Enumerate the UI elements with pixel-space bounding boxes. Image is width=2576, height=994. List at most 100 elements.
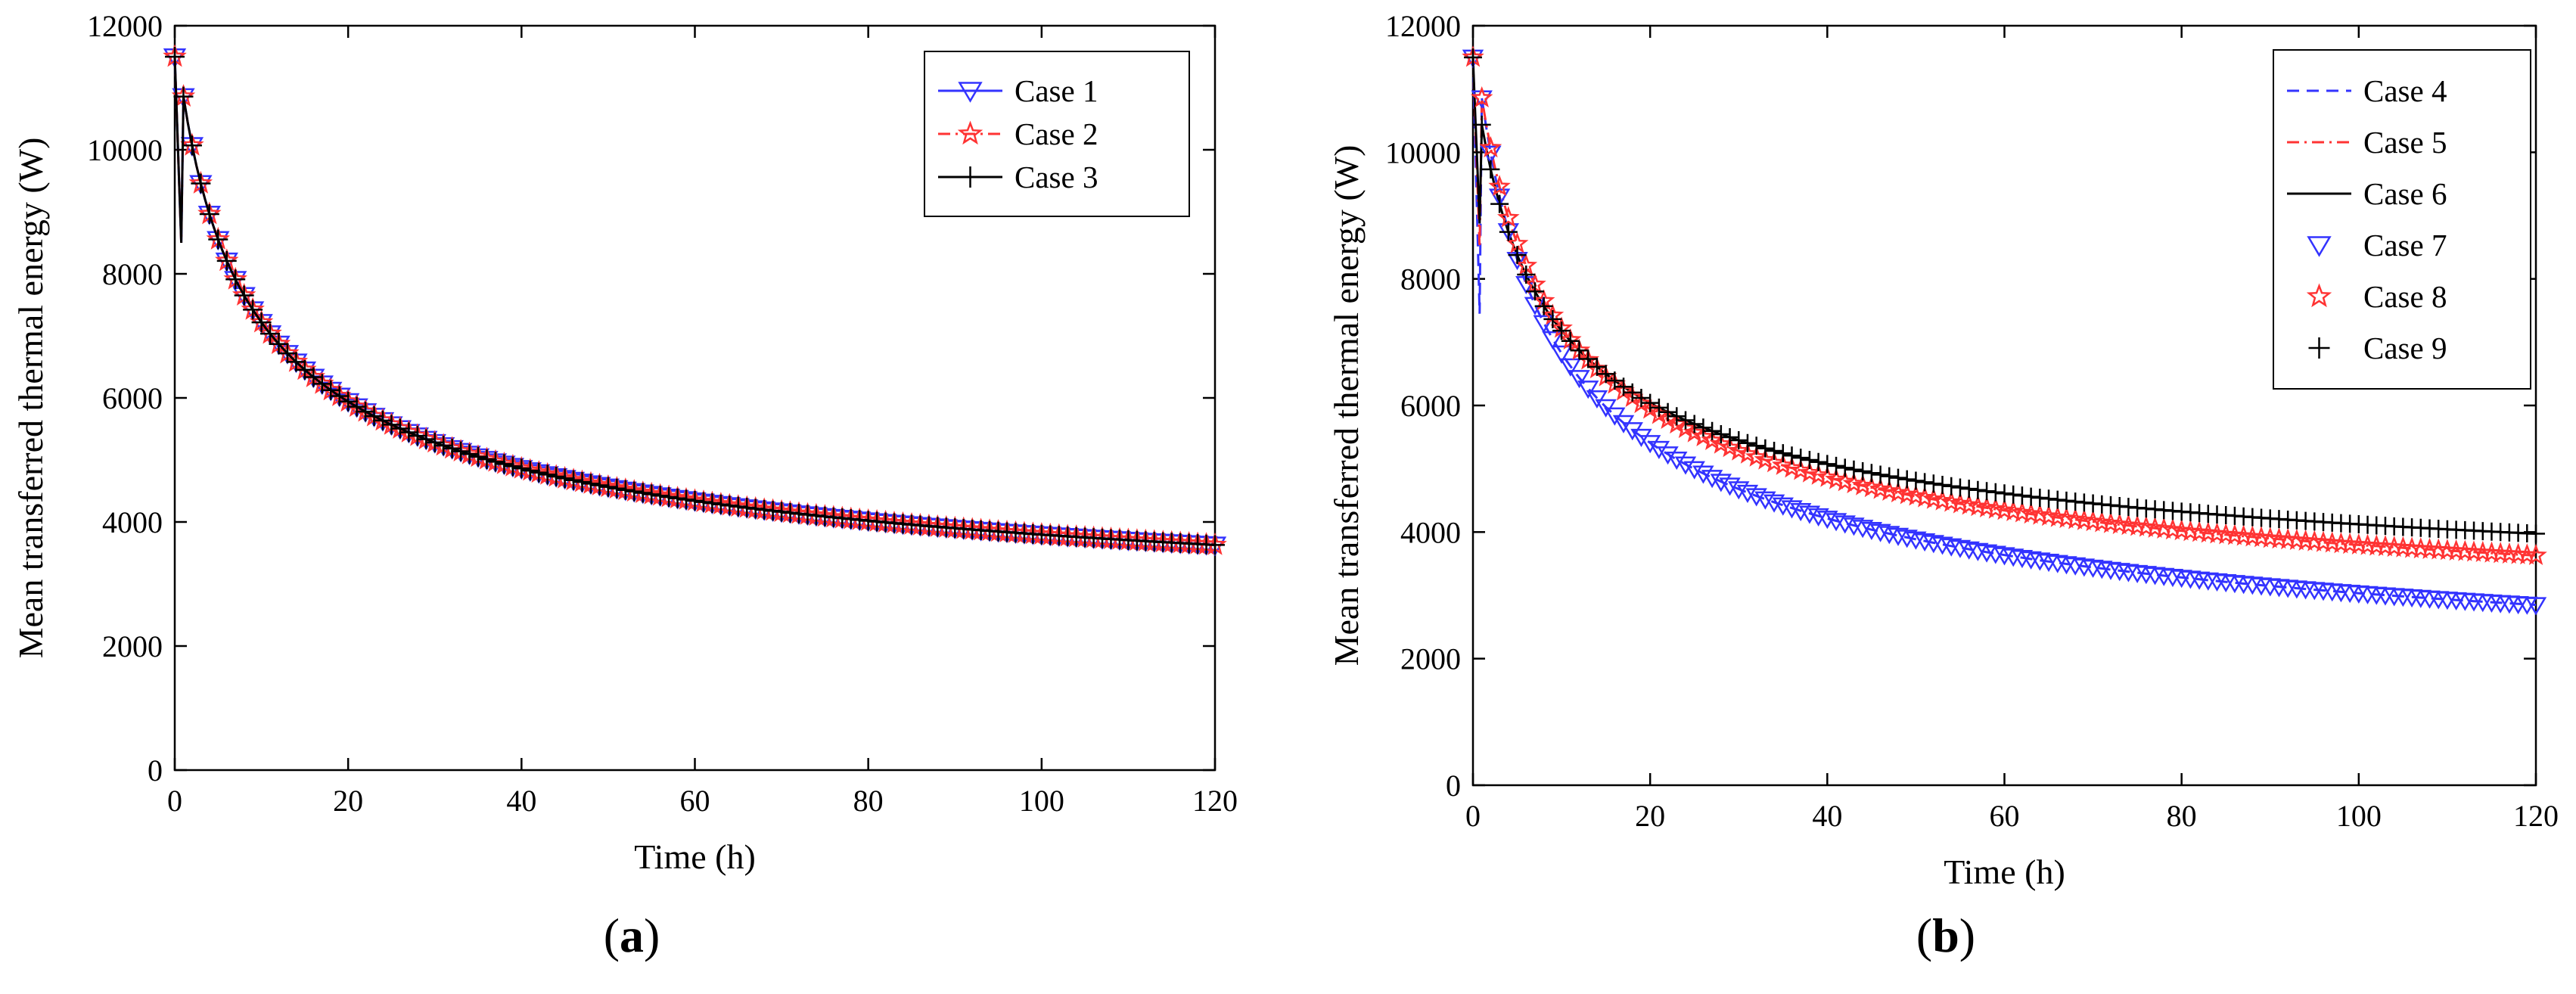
data-point — [1577, 381, 1599, 399]
data-point — [399, 422, 419, 443]
x-axis-title: Time (h) — [1944, 853, 2065, 891]
data-point — [2057, 491, 2076, 510]
data-point — [1896, 530, 1918, 548]
data-point — [1641, 393, 1660, 412]
legend-marker — [958, 82, 983, 103]
data-point — [502, 456, 523, 477]
data-point — [772, 502, 792, 522]
data-point — [373, 410, 393, 430]
data-point — [1754, 448, 1777, 470]
data-point — [2040, 489, 2059, 508]
data-point — [1657, 446, 1679, 465]
data-point — [1648, 440, 1670, 459]
data-point — [1807, 508, 1829, 527]
x-tick-label: 120 — [1192, 784, 1238, 818]
data-point — [390, 418, 410, 439]
y-tick-label: 4000 — [102, 505, 163, 539]
legend-entry-label: Case 3 — [1015, 160, 1098, 194]
data-point — [1525, 282, 1544, 301]
data-point — [589, 475, 610, 495]
data-point — [416, 429, 437, 449]
data-point — [1931, 536, 1953, 555]
data-point — [346, 396, 367, 417]
data-point — [1756, 439, 1775, 458]
data-point — [1773, 444, 1792, 463]
data-point — [1791, 449, 1810, 467]
data-point — [1710, 474, 1732, 492]
data-point — [1809, 452, 1828, 471]
data-point — [1470, 85, 1493, 108]
data-point — [1736, 484, 1759, 504]
data-point — [2021, 487, 2040, 506]
data-point — [191, 173, 211, 194]
data-point — [260, 324, 281, 344]
data-point — [1561, 331, 1580, 350]
data-point — [433, 435, 454, 455]
y-tick-label: 0 — [148, 753, 163, 787]
data-point — [598, 477, 618, 497]
data-point — [1986, 483, 2005, 502]
data-point — [1745, 488, 1767, 507]
data-point — [381, 415, 402, 435]
data-point — [1479, 135, 1502, 158]
data-point — [1674, 456, 1697, 475]
data-point — [243, 300, 263, 320]
data-point — [763, 501, 783, 521]
series-case-7 — [1462, 49, 2547, 616]
data-point — [607, 478, 627, 499]
data-point — [1632, 388, 1651, 407]
data-point — [1871, 465, 1890, 484]
data-point — [1781, 500, 1803, 519]
data-point — [1727, 439, 1751, 461]
data-point — [1922, 535, 1945, 554]
x-tick-label: 20 — [1635, 799, 1665, 833]
data-point — [494, 454, 514, 474]
legend-entry-label: Case 4 — [2363, 73, 2447, 108]
data-point — [511, 458, 532, 479]
legend-box — [2273, 49, 2531, 390]
legend-entry-label: Case 9 — [2363, 331, 2447, 365]
data-point — [1763, 451, 1785, 473]
data-point — [1552, 321, 1571, 340]
data-point — [659, 486, 679, 507]
data-point — [338, 391, 359, 412]
data-point — [1621, 422, 1643, 441]
data-point — [1906, 471, 1925, 490]
legend: Case 1 Case 2 Case 3 — [924, 51, 1190, 217]
data-point — [1533, 315, 1555, 334]
data-point — [1667, 407, 1686, 426]
data-point — [572, 472, 592, 492]
y-tick-label: 4000 — [1400, 515, 1461, 549]
data-point — [676, 489, 697, 510]
data-point — [702, 493, 722, 514]
data-point — [693, 492, 713, 512]
data-point — [1570, 341, 1589, 360]
legend-marker — [2306, 283, 2332, 308]
data-point — [564, 470, 584, 490]
data-point — [1763, 494, 1785, 513]
data-point — [1665, 412, 1689, 434]
data-point — [1754, 491, 1776, 510]
y-tick-label: 0 — [1446, 769, 1461, 803]
x-tick-label: 0 — [1465, 799, 1481, 833]
legend-entry-label: Case 8 — [2363, 279, 2447, 314]
data-point — [754, 499, 775, 520]
data-point — [1860, 521, 1883, 541]
data-point — [1729, 430, 1748, 449]
data-point — [1711, 424, 1730, 443]
data-point — [1568, 370, 1590, 389]
data-point — [442, 438, 462, 458]
data-point — [1709, 432, 1732, 454]
data-point — [1880, 467, 1899, 486]
data-point — [529, 462, 549, 483]
data-point — [632, 483, 653, 503]
data-point — [1878, 526, 1900, 545]
data-point — [2525, 597, 2547, 616]
data-point — [710, 494, 731, 514]
data-point — [780, 502, 800, 523]
data-point — [1798, 505, 1821, 524]
legend-entry-label: Case 2 — [1015, 116, 1098, 151]
data-point — [650, 486, 670, 506]
data-point — [407, 426, 427, 446]
legend-entry-label: Case 6 — [2363, 176, 2447, 211]
